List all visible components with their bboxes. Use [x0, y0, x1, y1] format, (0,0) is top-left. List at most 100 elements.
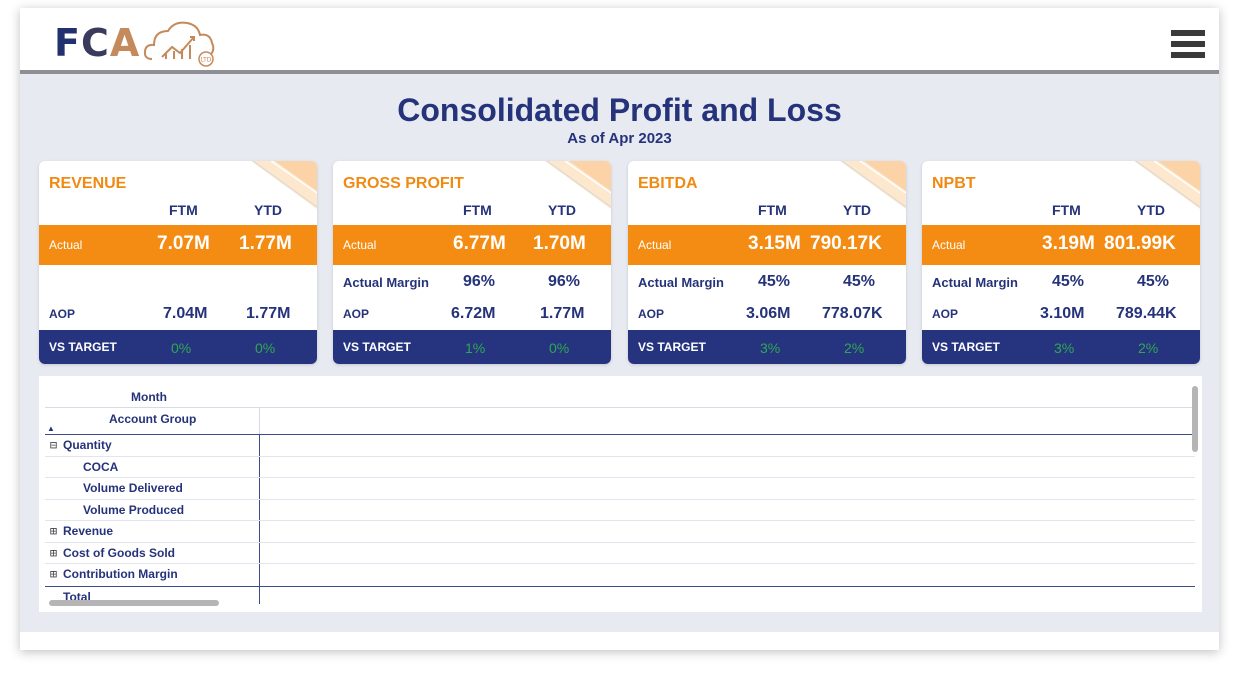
svg-text:LTD: LTD	[201, 57, 212, 64]
actual-ftm-value: 6.77M	[453, 233, 506, 254]
actual-label: Actual	[638, 238, 672, 252]
row-label[interactable]: Contribution Margin	[63, 567, 178, 581]
aop-ytd-value: 789.44K	[1116, 305, 1177, 322]
vs-target-row: VS TARGET 3% 2%	[628, 330, 906, 364]
horizontal-scrollbar[interactable]	[49, 600, 219, 606]
ytd-header: YTD	[843, 202, 871, 218]
actual-margin-label: Actual Margin	[638, 275, 724, 290]
vs-target-ytd: 0%	[549, 340, 570, 356]
actual-ytd-value: 1.70M	[533, 233, 586, 254]
actual-margin-label: Actual Margin	[932, 275, 1018, 290]
month-header: Month	[131, 390, 167, 404]
card-title: REVENUE	[49, 175, 127, 192]
cloud-growth-icon: LTD	[144, 21, 215, 67]
page-subtitle: As of Apr 2023	[567, 130, 672, 147]
actual-margin-ftm: 45%	[758, 273, 791, 290]
vs-target-label: VS TARGET	[932, 340, 1000, 354]
row-label[interactable]: Cost of Goods Sold	[63, 546, 175, 560]
card-title: GROSS PROFIT	[343, 175, 464, 192]
expand-toggle-icon[interactable]: ⊞	[49, 567, 58, 581]
corner-decoration-icon	[840, 161, 906, 209]
page-title: Consolidated Profit and Loss	[397, 92, 842, 128]
corner-decoration-icon	[545, 161, 611, 209]
vs-target-ftm: 3%	[1054, 340, 1075, 356]
aop-label: AOP	[343, 307, 370, 321]
vs-target-ftm: 0%	[171, 340, 192, 356]
aop-ftm-value: 6.72M	[451, 305, 496, 322]
row-label: Volume Delivered	[83, 481, 183, 495]
fca-logo: F C A LTD	[54, 18, 224, 68]
ftm-header: FTM	[169, 202, 198, 218]
ftm-header: FTM	[1052, 202, 1081, 218]
vs-target-ytd: 0%	[255, 340, 276, 356]
bottom-bar	[20, 632, 1219, 650]
actual-label: Actual	[49, 238, 83, 252]
aop-ftm-value: 7.04M	[163, 305, 208, 322]
vs-target-ftm: 1%	[465, 340, 486, 356]
vs-target-ftm: 3%	[760, 340, 781, 356]
aop-ytd-value: 1.77M	[246, 305, 291, 322]
vs-target-ytd: 2%	[844, 340, 865, 356]
actual-ftm-value: 7.07M	[157, 233, 210, 254]
row-label: Volume Produced	[83, 503, 185, 517]
expand-toggle-icon[interactable]: ⊟	[49, 438, 58, 452]
card-title: NPBT	[932, 175, 976, 192]
kpi-card-ebitda: EBITDA FTM YTD Actual 3.15M 790.17K Actu…	[628, 161, 906, 364]
account-group-header: Account Group	[109, 412, 197, 426]
actual-row: Actual 3.15M 790.17K	[628, 225, 906, 265]
corner-decoration-icon	[251, 161, 317, 209]
actual-ftm-value: 3.15M	[748, 233, 801, 254]
aop-ytd-value: 1.77M	[540, 305, 585, 322]
actual-row: Actual 3.19M 801.99K	[922, 225, 1200, 265]
logo-text: F C A	[54, 21, 141, 65]
actual-margin-ftm: 45%	[1052, 273, 1085, 290]
vertical-scrollbar[interactable]	[1192, 386, 1198, 452]
actual-margin-ytd: 45%	[1137, 273, 1170, 290]
hamburger-menu-icon[interactable]	[1171, 30, 1205, 60]
actual-row: Actual 7.07M 1.77M	[39, 225, 317, 265]
kpi-card-gross-profit: GROSS PROFIT FTM YTD Actual 6.77M 1.70M …	[333, 161, 611, 364]
actual-row: Actual 6.77M 1.70M	[333, 225, 611, 265]
aop-ftm-value: 3.06M	[746, 305, 791, 322]
vs-target-row: VS TARGET 3% 2%	[922, 330, 1200, 364]
vs-target-label: VS TARGET	[343, 340, 411, 354]
actual-margin-label: Actual Margin	[343, 275, 429, 290]
vs-target-row: VS TARGET 1% 0%	[333, 330, 611, 364]
aop-ftm-value: 3.10M	[1040, 305, 1085, 322]
kpi-card-npbt: NPBT FTM YTD Actual 3.19M 801.99K Actual…	[922, 161, 1200, 364]
actual-ytd-value: 801.99K	[1104, 233, 1176, 254]
aop-label: AOP	[932, 307, 959, 321]
kpi-card-revenue: REVENUE FTM YTD Actual 7.07M 1.77M AOP 7…	[39, 161, 317, 364]
card-title: EBITDA	[638, 175, 698, 192]
aop-ytd-value: 778.07K	[822, 305, 883, 322]
actual-label: Actual	[932, 238, 966, 252]
actual-ytd-value: 1.77M	[239, 233, 292, 254]
actual-label: Actual	[343, 238, 377, 252]
corner-decoration-icon	[1134, 161, 1200, 209]
pnl-matrix[interactable]: MonthJanuary 2022February 2022March 2022…	[39, 376, 1202, 612]
actual-margin-ytd: 96%	[548, 273, 581, 290]
actual-ytd-value: 790.17K	[810, 233, 882, 254]
aop-label: AOP	[638, 307, 665, 321]
expand-toggle-icon[interactable]: ⊞	[49, 546, 58, 560]
ytd-header: YTD	[254, 202, 282, 218]
top-bar: F C A LTD	[20, 8, 1219, 74]
ftm-header: FTM	[758, 202, 787, 218]
expand-toggle-icon[interactable]: ⊞	[49, 524, 58, 538]
vs-target-ytd: 2%	[1138, 340, 1159, 356]
actual-margin-ftm: 96%	[463, 273, 496, 290]
actual-ftm-value: 3.19M	[1042, 233, 1095, 254]
sort-caret-icon[interactable]: ▲	[47, 424, 55, 433]
row-label[interactable]: Revenue	[63, 524, 114, 538]
vs-target-row: VS TARGET 0% 0%	[39, 330, 317, 364]
ytd-header: YTD	[1137, 202, 1165, 218]
row-label: COCA	[83, 460, 119, 474]
report-canvas: F C A LTD Consolidated Profit and Loss A…	[20, 8, 1219, 650]
ytd-header: YTD	[548, 202, 576, 218]
vs-target-label: VS TARGET	[49, 340, 117, 354]
row-label[interactable]: Quantity	[63, 438, 112, 452]
aop-label: AOP	[49, 307, 76, 321]
vs-target-label: VS TARGET	[638, 340, 706, 354]
actual-margin-ytd: 45%	[843, 273, 876, 290]
ftm-header: FTM	[463, 202, 492, 218]
